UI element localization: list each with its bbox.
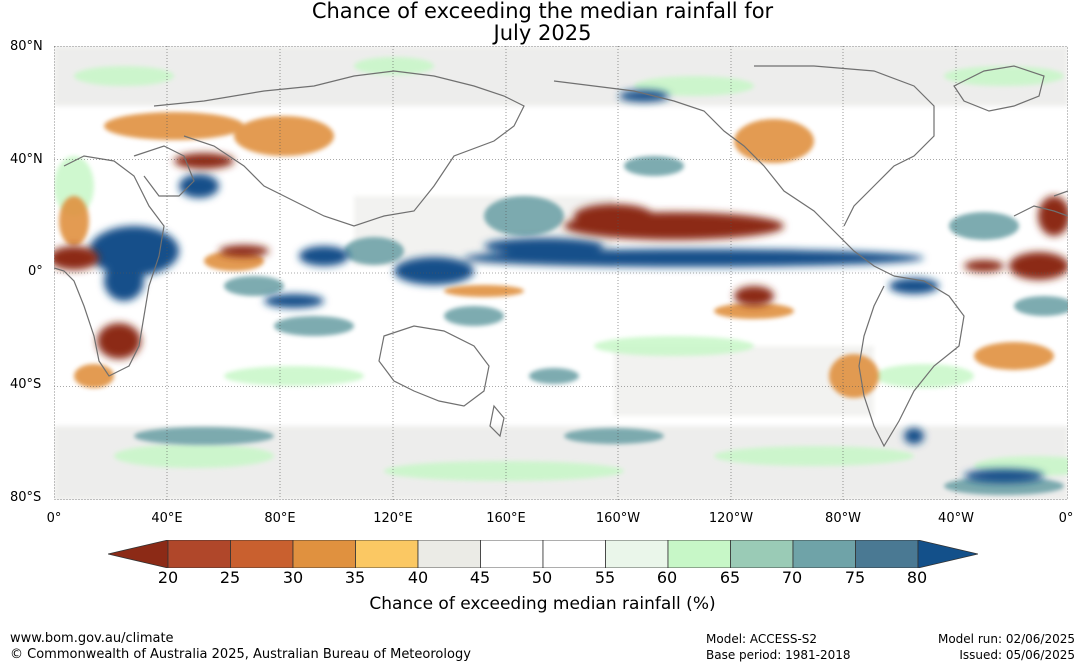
colorbar-tick-45: 45 [469, 568, 491, 587]
rainfall-map [54, 46, 1068, 500]
lon-label-40w: 40°W [938, 511, 974, 526]
colorbar-label: Chance of exceeding median rainfall (%) [369, 594, 716, 614]
lon-label-80e: 80°E [264, 511, 296, 526]
footer-model: Model: ACCESS-S2 [706, 632, 818, 646]
colorbar-tick-35: 35 [344, 568, 366, 587]
colorbar-tick-65: 65 [719, 568, 741, 587]
colorbar-bin-55-60 [605, 539, 669, 569]
colorbar-bins [167, 539, 919, 569]
lat-label-80s: 80°S [10, 490, 42, 505]
coastline-outlines [54, 65, 1068, 448]
lon-label-40e: 40°E [151, 511, 183, 526]
dry-areas-mid [59, 112, 1054, 398]
footer-copyright: © Commonwealth of Australia 2025, Austra… [10, 647, 471, 662]
colorbar-bin-20-25 [167, 539, 231, 569]
map-title-line2: July 2025 [493, 21, 592, 45]
colorbar-below-20-triangle [107, 539, 169, 569]
colorbar-bin-60-65 [667, 539, 731, 569]
footer-base-period: Base period: 1981-2018 [706, 648, 851, 662]
wet-areas-mid [134, 156, 1068, 495]
colorbar-bin-75-80 [855, 539, 919, 569]
colorbar-tick-70: 70 [781, 568, 803, 587]
lon-label-120w: 120°W [708, 511, 754, 526]
colorbar-above-80-triangle [917, 539, 979, 569]
colorbar-bin-25-30 [230, 539, 294, 569]
colorbar-bin-70-75 [792, 539, 856, 569]
lat-label-equator: 0° [28, 264, 43, 279]
lon-label-160w: 160°W [595, 511, 641, 526]
lat-label-80n: 80°N [10, 39, 43, 54]
colorbar-tick-50: 50 [531, 568, 553, 587]
lat-label-40n: 40°N [10, 152, 43, 167]
graticule [54, 46, 1068, 500]
colorbar-tick-20: 20 [157, 568, 179, 587]
footer-url: www.bom.gov.au/climate [10, 631, 174, 646]
colorbar-bin-45-50 [480, 539, 544, 569]
colorbar-tick-30: 30 [282, 568, 304, 587]
map-frame [54, 46, 1068, 500]
rainfall-map-canvas [54, 46, 1068, 500]
lon-label-0-left: 0° [46, 511, 62, 526]
colorbar-bin-65-70 [730, 539, 794, 569]
lon-label-120e: 120°E [373, 511, 413, 526]
colorbar [107, 539, 979, 572]
wet-areas-high [89, 90, 1044, 483]
lat-label-40s: 40°S [10, 377, 42, 392]
colorbar-svg [107, 539, 979, 569]
colorbar-bin-35-40 [355, 539, 419, 569]
footer-issued: Issued: 05/06/2025 [959, 648, 1075, 662]
colorbar-tick-75: 75 [844, 568, 866, 587]
lon-label-80w: 80°W [825, 511, 861, 526]
footer-model-run: Model run: 02/06/2025 [937, 632, 1075, 646]
colorbar-tick-55: 55 [594, 568, 616, 587]
colorbar-tick-25: 25 [219, 568, 241, 587]
colorbar-bin-50-55 [542, 539, 606, 569]
colorbar-tick-40: 40 [407, 568, 429, 587]
lon-label-0-right: 0° [1058, 511, 1074, 526]
lon-label-160e: 160°E [486, 511, 526, 526]
colorbar-tick-80: 80 [906, 568, 928, 587]
colorbar-tick-60: 60 [656, 568, 678, 587]
map-title-line1: Chance of exceeding the median rainfall … [311, 0, 774, 23]
colorbar-bin-30-35 [292, 539, 356, 569]
neutral-texture [54, 46, 1068, 500]
colorbar-bin-40-45 [417, 539, 481, 569]
